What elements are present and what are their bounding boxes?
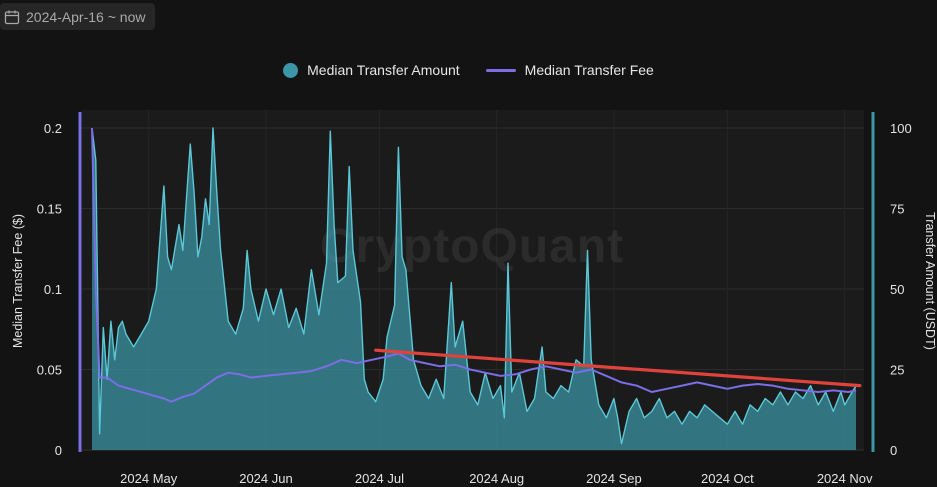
x-tick-label: 2024 Jul: [355, 471, 404, 486]
left-tick-label: 0.1: [44, 282, 62, 297]
amount-line: [91, 127, 857, 445]
left-tick-label: 0.2: [44, 121, 62, 136]
left-axis-title: Median Transfer Fee ($): [11, 214, 25, 348]
right-axis-title: Transfer Amount (USDT): [923, 212, 937, 350]
date-range-label: 2024-Apr-16 ~ now: [26, 8, 146, 25]
calendar-icon: [4, 10, 20, 24]
trend-series: [374, 348, 862, 388]
x-tick-label: 2024 May: [120, 471, 178, 486]
right-tick-label: 25: [890, 363, 904, 378]
left-tick-label: 0.15: [37, 202, 62, 217]
left-tick-label: 0.05: [37, 363, 62, 378]
trend-line: [374, 348, 862, 388]
x-tick-label: 2024 Jun: [239, 471, 293, 486]
right-axis-ticks: 0 25 50 75 100: [890, 121, 912, 458]
chart-legend: Median Transfer Amount Median Transfer F…: [0, 62, 937, 78]
x-tick-label: 2024 Nov: [817, 471, 873, 486]
legend-label-fee: Median Transfer Fee: [524, 62, 654, 78]
left-tick-label: 0: [55, 443, 62, 458]
date-range-selector[interactable]: 2024-Apr-16 ~ now: [0, 3, 156, 30]
fee-series: [91, 127, 857, 403]
watermark: CryptoQuant: [320, 220, 624, 273]
legend-label-amount: Median Transfer Amount: [307, 62, 460, 78]
amount-area: [92, 128, 856, 450]
legend-line-icon: [485, 68, 516, 72]
right-tick-label: 0: [890, 443, 897, 458]
x-tick-label: 2024 Aug: [469, 471, 524, 486]
fee-line: [91, 127, 857, 403]
amount-series: [91, 127, 857, 450]
legend-dot-icon: [283, 62, 299, 78]
right-tick-label: 50: [890, 282, 904, 297]
x-tick-label: 2024 Sep: [586, 471, 642, 486]
legend-item-fee[interactable]: Median Transfer Fee: [485, 62, 654, 78]
left-axis-ticks: 0 0.05 0.1 0.15 0.2: [37, 121, 62, 458]
right-tick-label: 100: [890, 121, 912, 136]
legend-item-amount[interactable]: Median Transfer Amount: [283, 62, 460, 78]
x-tick-label: 2024 Oct: [701, 471, 754, 486]
x-axis-ticks: 2024 May 2024 Jun 2024 Jul 2024 Aug 2024 Sep…: [120, 471, 873, 486]
right-tick-label: 75: [890, 202, 904, 217]
